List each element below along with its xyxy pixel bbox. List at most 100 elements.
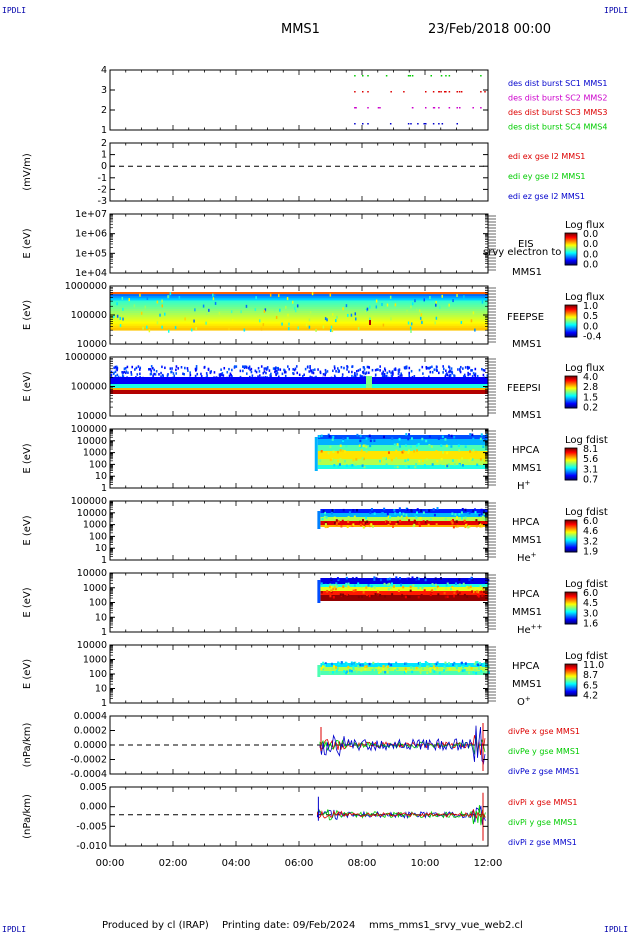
spectrogram-pixel (347, 515, 350, 519)
colorbar-band (565, 254, 577, 256)
colorbar-band (565, 324, 577, 326)
spectrogram-pixel (476, 463, 479, 467)
burst-mark (367, 107, 369, 109)
colorbar-band (565, 673, 577, 675)
spectrogram-pixel (479, 523, 482, 526)
spectrogram-pixel (423, 464, 426, 467)
colorbar-band (565, 245, 577, 247)
spectrogram-pixel (437, 587, 440, 590)
spectrogram-pixel (346, 368, 348, 371)
spectrogram-pixel (379, 369, 381, 372)
spectrogram-pixel (116, 368, 118, 372)
spectrogram-row (110, 304, 488, 308)
spectrogram-pixel (463, 517, 466, 520)
y-tick-label: 10000 (77, 508, 107, 519)
spectrogram-pixel (347, 665, 350, 669)
colorbar-band (565, 598, 577, 600)
spectrogram-pixel (221, 373, 224, 377)
colorbar-tick-label: 8.1 (583, 444, 598, 455)
spectrogram-pixel (268, 369, 271, 372)
spectrogram-pixel (417, 443, 420, 446)
colorbar-band (565, 600, 577, 602)
spectrogram-pixel (399, 519, 402, 523)
colorbar-band (565, 326, 577, 328)
y-tick-label: 100 (89, 669, 107, 680)
spectrogram-pixel (360, 449, 363, 452)
spectrogram-pixel (429, 370, 432, 374)
spectrogram-pixel (474, 661, 477, 664)
colorbar-band (565, 611, 577, 613)
spectrogram-hpca_he (317, 507, 488, 529)
y-tick-label: 1 (101, 555, 107, 566)
spectrogram-pixel (209, 371, 212, 375)
spectrogram-pixel (480, 524, 483, 528)
spectrogram-pixel (366, 520, 369, 524)
spectrogram-pixel (149, 372, 152, 376)
spectrogram-pixel (396, 667, 399, 671)
spectrogram-pixel (257, 375, 259, 378)
spectrogram-pixel (184, 317, 186, 321)
spectrogram-pixel (203, 366, 206, 369)
species-charge: ++ (531, 623, 543, 631)
colorbar-band (565, 243, 577, 245)
spectrogram-pixel (404, 662, 407, 666)
spectrogram-pixel (293, 306, 296, 310)
spectrogram-pixel (355, 370, 358, 373)
colorbar-band (565, 521, 577, 523)
spectrogram-pixel (468, 665, 471, 669)
spectrogram-pixel (254, 308, 257, 312)
burst-mark (484, 91, 486, 93)
spectrogram-pixel (156, 321, 159, 325)
colorbar-band (565, 604, 577, 606)
spectrogram-pixel (463, 669, 466, 672)
spectrogram-pixel (235, 365, 238, 368)
colorbar-frame (564, 447, 578, 481)
spectrogram-pixel (313, 368, 316, 371)
spectrogram-pixel (387, 587, 390, 591)
spectrogram-pixel (281, 322, 283, 326)
y-tick-label: 100000 (71, 310, 107, 321)
spectrogram-pixel (433, 513, 436, 517)
colorbar-tick-label: 0.5 (583, 311, 598, 322)
spectrogram-pixel (309, 365, 311, 368)
spectrogram-pixel (275, 315, 278, 319)
spectrogram-pixel (464, 375, 467, 379)
spectrogram-pixel (480, 512, 483, 516)
spectrogram-pixel (406, 508, 409, 511)
spectrogram-pixel (346, 593, 349, 596)
spectrogram-pixel (428, 367, 430, 370)
spectrogram-row (317, 459, 488, 465)
burst-mark (480, 107, 482, 109)
colorbar-band (565, 251, 577, 253)
burst-mark (403, 91, 405, 93)
spectrogram-pixel (445, 373, 447, 377)
colorbar-band (565, 455, 577, 457)
spectrogram-pixel (285, 305, 287, 309)
spectrogram-pixel (116, 302, 118, 306)
spectrogram-pixel (483, 663, 486, 666)
spectrogram-pixel (388, 577, 391, 581)
spectrogram-pixel (446, 582, 449, 586)
colorbar-band (565, 237, 577, 239)
spectrogram-pixel (448, 662, 451, 665)
colorbar-band (565, 602, 577, 604)
spectrogram-pixel (340, 661, 343, 664)
spectrogram-pixel (455, 516, 458, 519)
burst-mark (362, 91, 364, 93)
colorbar-band (565, 691, 577, 693)
spectrogram-pixel (438, 671, 441, 675)
colorbar-band (565, 246, 577, 248)
spectrogram-pixel (411, 576, 414, 579)
spectrogram-pixel (365, 445, 368, 449)
spectrogram-pixel (390, 465, 393, 469)
spectrogram-pixel (347, 585, 350, 589)
spectrogram-pixel (373, 586, 376, 589)
y-tick-label: 1e+04 (75, 268, 107, 279)
colorbar-band (565, 388, 577, 390)
spectrogram-pixel (358, 665, 361, 668)
colorbar-band (565, 597, 577, 599)
instrument-label: HPCA (512, 445, 540, 456)
spectrogram-pixel (272, 367, 275, 370)
colorbar-band (565, 473, 577, 475)
spectrogram-pixel (428, 444, 431, 447)
